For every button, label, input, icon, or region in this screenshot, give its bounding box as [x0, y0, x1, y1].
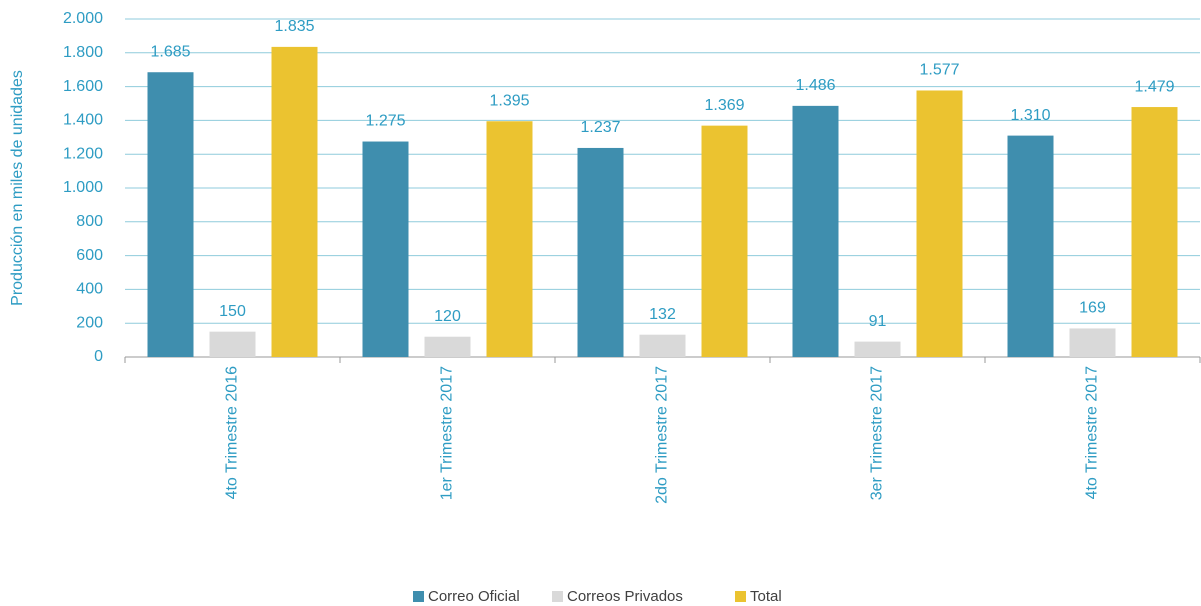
bar — [424, 336, 471, 357]
x-tick-label: 3er Trimestre 2017 — [869, 366, 886, 500]
value-label: 1.479 — [1134, 78, 1174, 95]
bar — [1069, 328, 1116, 357]
y-tick-label: 0 — [94, 348, 103, 365]
bar — [1131, 107, 1178, 357]
value-label: 1.275 — [365, 113, 405, 130]
bar — [639, 334, 686, 357]
x-tick-label: 2do Trimestre 2017 — [654, 366, 671, 504]
bar — [916, 90, 963, 357]
y-tick-label: 1.800 — [63, 44, 103, 61]
bar — [362, 141, 409, 357]
value-label: 150 — [219, 303, 246, 320]
value-label: 91 — [869, 313, 887, 330]
y-tick-label: 1.000 — [63, 179, 103, 196]
x-tick-label: 4to Trimestre 2016 — [224, 366, 241, 500]
y-tick-label: 200 — [76, 314, 103, 331]
bar — [577, 147, 624, 357]
y-axis-title: Producción en miles de unidades — [9, 70, 26, 306]
y-tick-label: 1.400 — [63, 112, 103, 129]
value-label: 169 — [1079, 300, 1106, 317]
bar — [486, 121, 533, 358]
bar — [271, 46, 318, 357]
legend-swatch — [735, 591, 746, 602]
value-label: 120 — [434, 308, 461, 325]
y-tick-label: 400 — [76, 281, 103, 298]
value-label: 1.310 — [1010, 107, 1050, 124]
legend-label: Correo Oficial — [428, 588, 520, 605]
y-tick-label: 2.000 — [63, 10, 103, 27]
bar — [701, 125, 748, 357]
y-tick-label: 1.200 — [63, 145, 103, 162]
legend-swatch — [552, 591, 563, 602]
value-label: 1.577 — [919, 62, 959, 79]
legend-label: Total — [750, 588, 782, 605]
y-tick-label: 1.600 — [63, 78, 103, 95]
bar — [1007, 135, 1054, 357]
y-tick-label: 800 — [76, 213, 103, 230]
value-label: 1.237 — [580, 119, 620, 136]
value-label: 132 — [649, 306, 676, 323]
bar — [854, 341, 901, 357]
value-label: 1.685 — [150, 43, 190, 60]
value-label: 1.369 — [704, 97, 744, 114]
x-tick-label: 1er Trimestre 2017 — [439, 366, 456, 500]
value-label: 1.395 — [489, 92, 529, 109]
y-tick-label: 600 — [76, 247, 103, 264]
bar — [792, 105, 839, 357]
legend-swatch — [413, 591, 424, 602]
value-label: 1.486 — [795, 77, 835, 94]
bar — [147, 72, 194, 358]
x-tick-label: 4to Trimestre 2017 — [1084, 366, 1101, 500]
legend-label: Correos Privados — [567, 588, 683, 605]
bar — [209, 331, 256, 357]
value-label: 1.835 — [274, 18, 314, 35]
